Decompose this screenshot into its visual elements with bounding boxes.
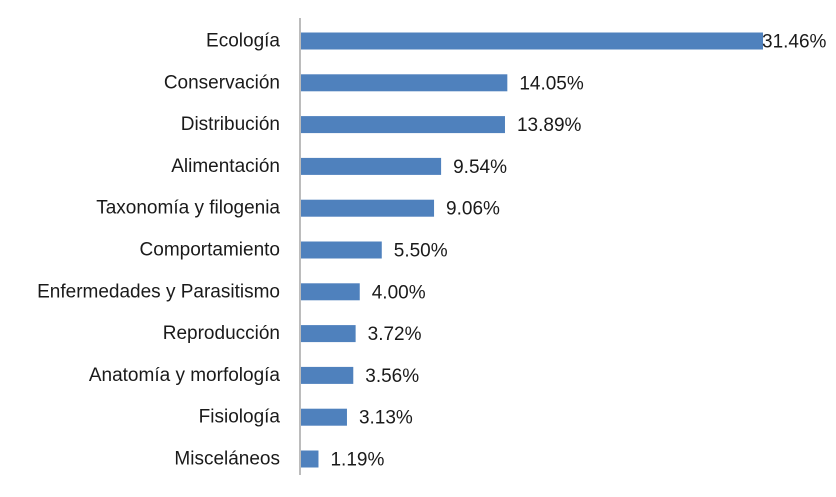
category-label: Conservación <box>164 72 280 93</box>
category-label: Enfermedades y Parasitismo <box>37 281 280 302</box>
bar-5 <box>301 241 382 259</box>
value-label: 31.46% <box>762 32 827 53</box>
value-label: 13.89% <box>517 115 582 136</box>
value-label: 9.54% <box>453 157 507 178</box>
bar-3 <box>301 157 442 175</box>
value-label: 14.05% <box>519 73 584 94</box>
labels-layer: Ecología 31.46% Conservación 14.05% Distribu… <box>37 31 826 471</box>
bar-9 <box>301 408 347 426</box>
category-label: Alimentación <box>171 156 280 177</box>
value-label: 3.13% <box>359 408 413 429</box>
bar-7 <box>301 325 356 343</box>
value-label: 3.72% <box>368 324 422 345</box>
bar-0 <box>301 32 763 50</box>
value-label: 3.56% <box>365 366 419 387</box>
bar-4 <box>301 199 435 217</box>
category-label: Comportamiento <box>140 240 280 261</box>
category-label: Reproducción <box>163 323 280 344</box>
bar-8 <box>301 366 354 384</box>
value-label: 1.19% <box>330 450 384 471</box>
category-label: Distribución <box>181 114 280 135</box>
bar-10 <box>301 450 319 468</box>
bar-6 <box>301 283 360 301</box>
bar-2 <box>301 116 505 134</box>
bars-layer <box>301 32 763 468</box>
category-label: Misceláneos <box>174 449 280 470</box>
category-label: Fisiología <box>199 407 281 428</box>
category-label: Taxonomía y filogenia <box>96 198 280 219</box>
value-label: 4.00% <box>372 282 426 303</box>
value-label: 5.50% <box>394 241 448 262</box>
category-label: Anatomía y morfología <box>89 365 281 386</box>
bar-1 <box>301 74 508 92</box>
category-label: Ecología <box>206 31 280 52</box>
value-label: 9.06% <box>446 199 500 220</box>
